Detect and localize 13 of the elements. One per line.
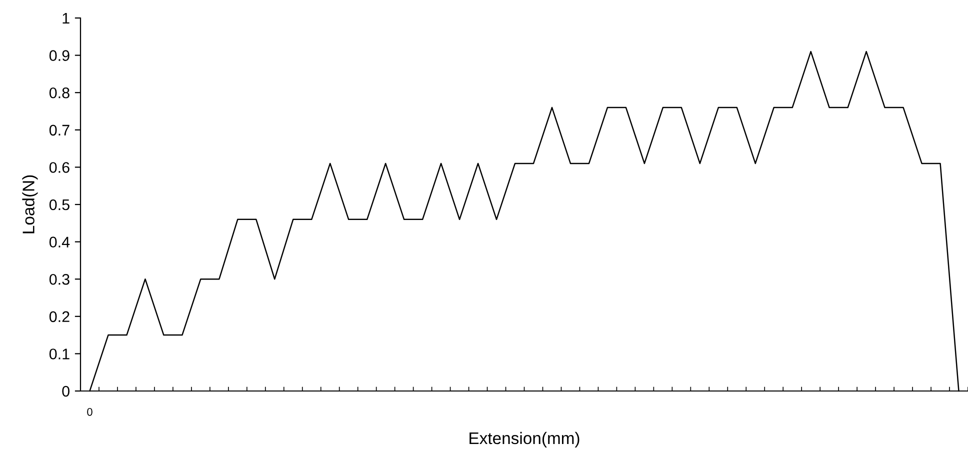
y-tick-label: 0.2 — [49, 311, 70, 322]
y-tick-label: 0.7 — [49, 124, 70, 136]
y-tick-label: 0.4 — [49, 236, 70, 248]
y-tick-label: 0.8 — [49, 87, 70, 98]
y-tick-label: 1 — [62, 13, 70, 24]
y-tick-label: 0.5 — [49, 199, 70, 210]
y-tick-label: 0 — [62, 386, 70, 397]
y-tick-label: 0.3 — [49, 274, 70, 285]
x-axis-title: Extension(mm) — [470, 432, 580, 448]
y-tick-label: 0.9 — [49, 50, 70, 61]
y-axis-title: Load(N) — [22, 175, 38, 234]
y-tick-label: 0.6 — [49, 162, 70, 173]
y-tick-label: 0.1 — [49, 348, 70, 360]
